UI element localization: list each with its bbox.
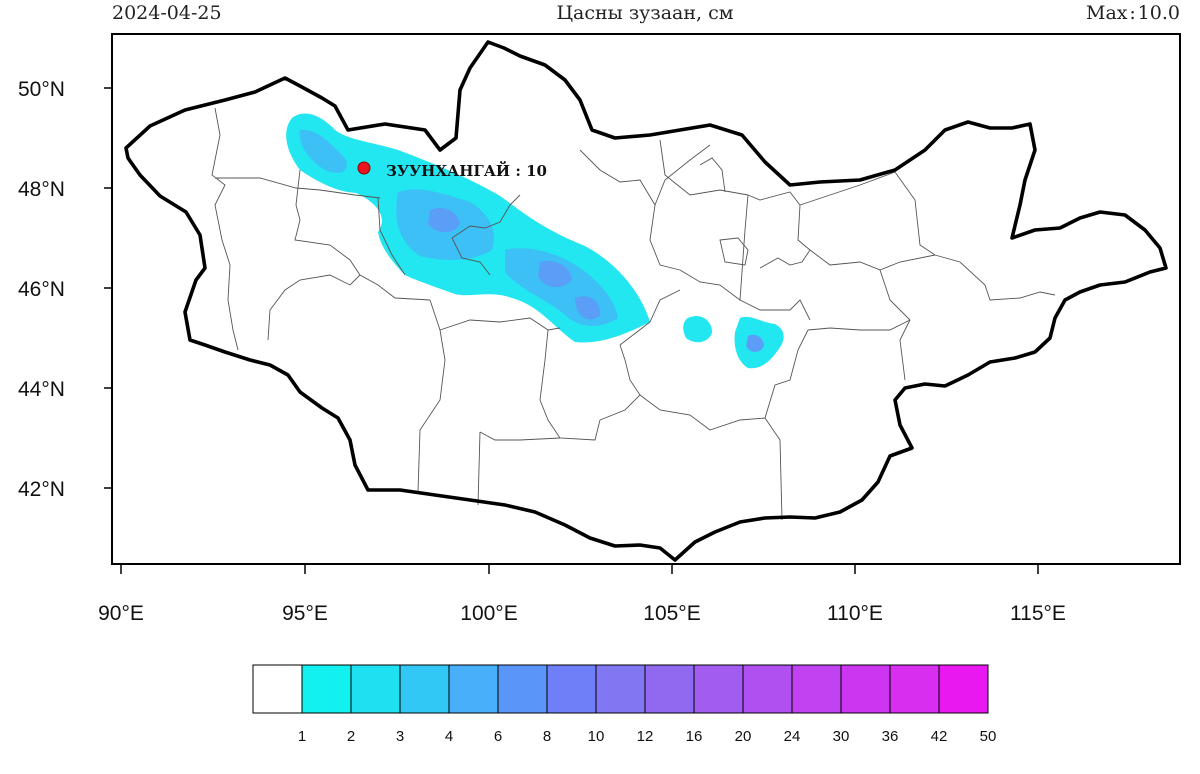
map-frame [111,33,1181,565]
legend-label: 42 [931,728,948,745]
legend-label: 10 [588,728,605,745]
national-border [124,40,1168,562]
lat-label: 48°N [18,178,65,201]
legend-label: 12 [637,728,654,745]
snow-depth-shading [286,113,784,369]
max-value-label: Max : 10.0 [1086,2,1180,24]
legend-swatch [252,664,303,714]
map-title: Цасны зузаан, см [556,2,734,24]
legend-swatch [693,664,744,714]
legend-swatch [399,664,450,714]
legend-label: 50 [980,728,997,745]
color-legend: 1 2 3 4 6 8 10 12 16 20 24 30 36 42 50 [252,664,997,745]
station-zuunkhangai[interactable]: ЗУУНХАНГАЙ : 10 [357,161,547,180]
station-marker-icon [357,161,371,175]
legend-swatch [840,664,891,714]
lon-label: 110°E [827,602,883,625]
legend-label: 8 [543,728,551,745]
latitude-axis: 50°N 48°N 46°N 44°N 42°N [18,78,112,501]
legend-swatch [742,664,793,714]
lon-label: 115°E [1010,602,1066,625]
snow-area-east-core [746,334,764,352]
legend-swatch [595,664,646,714]
legend-swatch [889,664,940,714]
lon-label: 90°E [98,602,144,625]
legend-label: 24 [784,728,801,745]
lat-label: 50°N [18,78,65,101]
lat-label: 42°N [18,478,65,501]
lat-label: 46°N [18,278,65,301]
legend-label: 4 [445,728,453,745]
lon-label: 105°E [643,602,700,625]
legend-swatch [938,664,989,714]
snow-area-core-peak [428,207,601,320]
province-boundaries [211,107,1056,521]
legend-swatch [301,664,352,714]
legend-swatch [497,664,548,714]
legend-label: 3 [396,728,404,745]
legend-swatch [546,664,597,714]
legend-swatch [350,664,401,714]
legend-label: 20 [735,728,752,745]
legend-label: 6 [494,728,502,745]
map-date: 2024-04-25 [112,2,222,24]
legend-label: 30 [833,728,850,745]
legend-label: 36 [882,728,899,745]
lon-label: 95°E [282,602,328,625]
legend-swatch [448,664,499,714]
lon-label: 100°E [460,602,517,625]
legend-swatch [644,664,695,714]
legend-swatch [791,664,842,714]
legend-label: 2 [347,728,355,745]
snow-area-central [683,315,712,343]
legend-label: 1 [298,728,306,745]
lat-label: 44°N [18,378,65,401]
legend-label: 16 [686,728,703,745]
station-label: ЗУУНХАНГАЙ : 10 [386,161,547,180]
longitude-axis: 90°E 95°E 100°E 105°E 110°E 115°E [98,564,1066,625]
snow-area-northwest-core [299,129,618,326]
